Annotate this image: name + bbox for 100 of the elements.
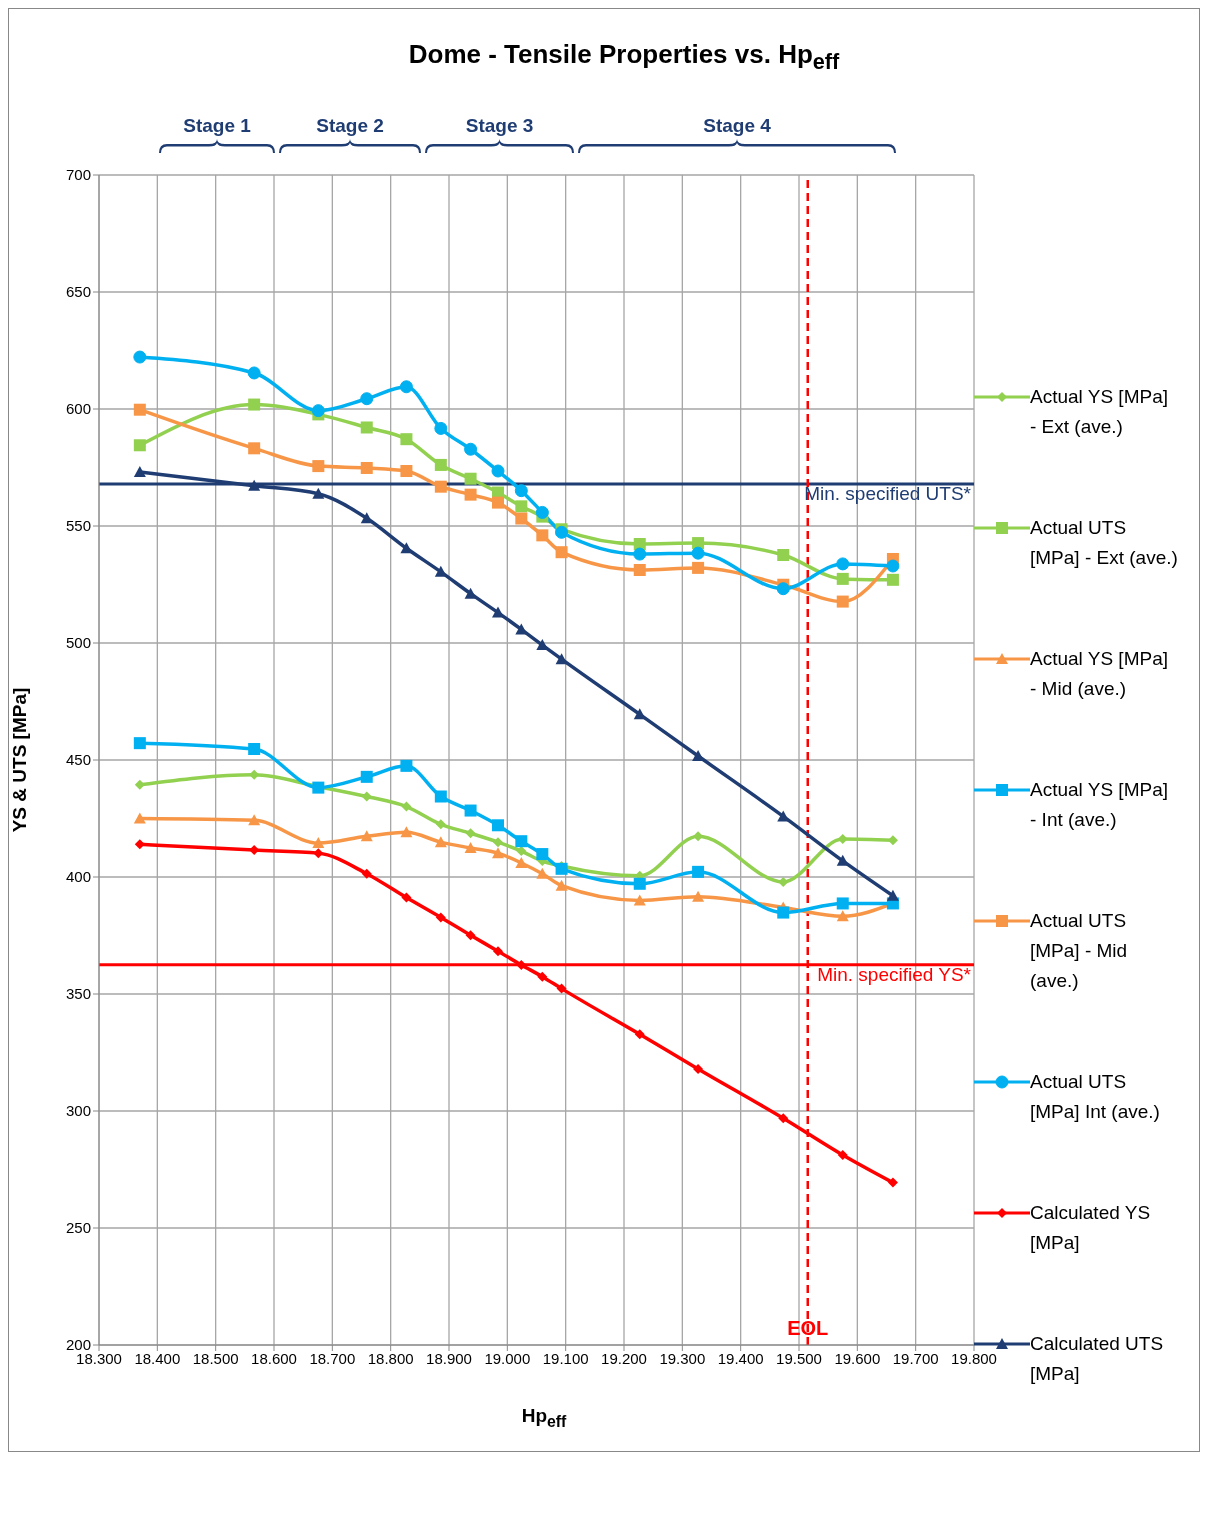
point (435, 912, 446, 923)
point (555, 526, 569, 540)
point (435, 819, 446, 830)
point (464, 442, 478, 456)
point (312, 460, 325, 473)
point (313, 848, 324, 859)
point (248, 479, 261, 491)
point (633, 894, 646, 906)
point (491, 464, 505, 478)
point (400, 433, 413, 446)
point (887, 1177, 898, 1188)
point (464, 804, 477, 817)
point (465, 930, 476, 941)
x-tick-label: 18.800 (367, 1349, 414, 1367)
point (492, 606, 504, 618)
point (535, 506, 549, 520)
y-tick-label: 250 (65, 1219, 91, 1237)
point (633, 564, 646, 577)
point (836, 557, 850, 571)
point (133, 737, 146, 750)
point (555, 879, 568, 891)
y-axis-title: YS & UTS [MPa] (8, 687, 30, 833)
y-tick-label: 600 (65, 400, 91, 418)
x-tick-label: 19.700 (892, 1349, 939, 1367)
legend-label: Actual UTS [MPa] Int (ave.) (1030, 1070, 1161, 1125)
x-tick-label: 18.600 (251, 1349, 297, 1367)
point (537, 971, 548, 982)
point (886, 574, 899, 587)
point (434, 790, 447, 803)
point (515, 835, 528, 848)
point (556, 983, 567, 994)
ref-line-label: EOL (787, 1317, 829, 1340)
point (536, 529, 549, 542)
point (133, 812, 146, 824)
point (515, 512, 528, 525)
point (493, 946, 503, 957)
point (492, 819, 504, 832)
point (493, 837, 503, 848)
text: Stage 4 (702, 115, 772, 138)
point (464, 472, 477, 485)
point (516, 846, 527, 857)
point (778, 1113, 789, 1124)
point (400, 465, 413, 478)
point (464, 488, 477, 501)
x-tick-label: 19.200 (601, 1349, 647, 1367)
point (555, 546, 568, 559)
legend-label: Actual YS [MPa] - Mid (ave.) (1030, 647, 1169, 702)
y-tick-label: 500 (65, 634, 91, 652)
x-tick-label: 19.800 (951, 1349, 997, 1367)
point (634, 1029, 645, 1040)
point (361, 791, 372, 802)
x-tick-label: 18.500 (192, 1349, 239, 1367)
x-axis-title: Hp$_{eff}$ (520, 1405, 568, 1431)
point (886, 889, 899, 901)
point (776, 582, 790, 596)
point (555, 653, 568, 665)
point (633, 547, 647, 561)
text: Stage 1 (182, 115, 252, 138)
point (464, 842, 477, 854)
point (248, 814, 261, 826)
y-tick-label: 650 (65, 283, 91, 301)
point (248, 442, 261, 455)
y-tick-label: 400 (65, 868, 91, 886)
ref-line-label: Min. specified UTS* (804, 483, 972, 505)
point (837, 1150, 848, 1161)
point (133, 403, 146, 416)
point (692, 866, 705, 879)
point (133, 466, 146, 478)
point (692, 890, 705, 902)
x-tick-label: 18.900 (426, 1349, 472, 1367)
legend-label: Calculated YS [MPa] (1030, 1201, 1152, 1256)
text: Stage 3 (464, 115, 535, 138)
point (312, 487, 325, 499)
point (536, 848, 549, 861)
x-tick-label: 19.500 (776, 1349, 822, 1367)
legend-label: Actual YS [MPa] - Ext (ave.) (1030, 385, 1169, 440)
point (515, 500, 528, 513)
point (133, 439, 146, 452)
legend-label: Actual YS [MPa] - Int (ave.) (1030, 778, 1169, 833)
text: Stage 2 (315, 115, 385, 138)
chart-title: Dome - Tensile Properties vs. Hp$_{eff}$ (407, 39, 841, 76)
point (360, 462, 373, 475)
point (514, 484, 528, 498)
point (311, 404, 325, 418)
x-tick-label: 18.400 (134, 1349, 181, 1367)
point (886, 559, 900, 573)
point (401, 892, 412, 903)
point (836, 595, 849, 608)
point (401, 801, 412, 812)
point (693, 1064, 704, 1075)
point (777, 906, 790, 919)
point (134, 839, 145, 850)
point (247, 366, 261, 380)
y-tick-label: 450 (65, 751, 91, 769)
point (633, 877, 646, 890)
point (434, 459, 447, 472)
x-tick-label: 19.400 (717, 1349, 764, 1367)
legend-label: Calculated UTS [MPa] (1030, 1332, 1165, 1387)
point (312, 837, 325, 849)
point (400, 760, 413, 773)
